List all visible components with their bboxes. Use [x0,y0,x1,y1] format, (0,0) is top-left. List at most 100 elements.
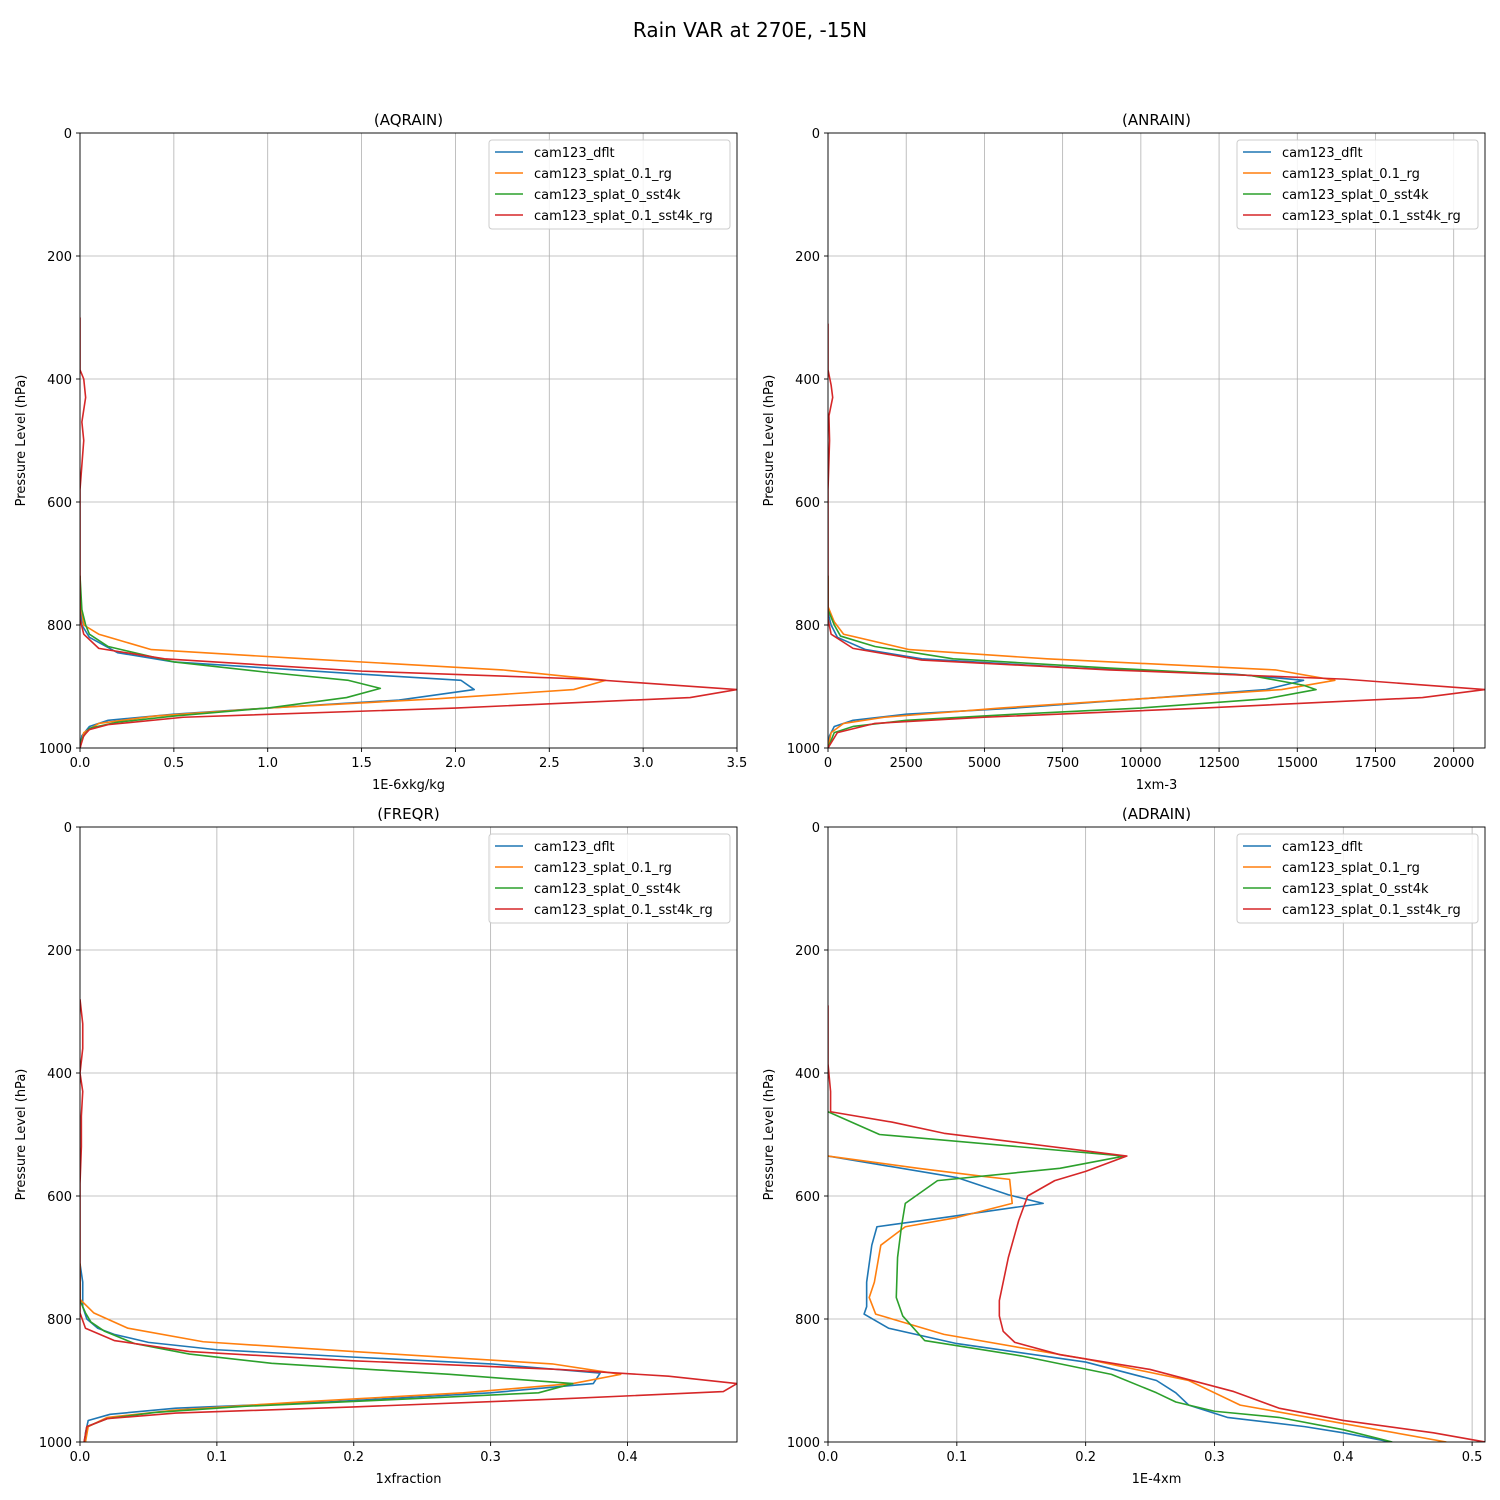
axes-frame [79,826,738,1443]
y-tick-label: 800 [795,1313,820,1328]
x-tick-label: 0.1 [207,1450,228,1465]
x-tick-label: 17500 [1355,756,1396,771]
y-tick-label: 0 [812,821,820,836]
y-tick-label: 800 [47,619,72,634]
legend-label-cam123-dflt: cam123_dflt [534,146,615,161]
series-line-cam123-dflt [80,1263,601,1442]
series-line-cam123-splat-0-1-sst4k-rg [828,323,1485,748]
axes-frame [827,826,1486,1443]
x-tick-label: 0.3 [1204,1450,1225,1465]
y-axis-label: Pressure Level (hPa) [762,375,777,507]
y-tick-label: 600 [795,1190,820,1205]
y-tick-label: 0 [64,127,72,142]
series-line-cam123-dflt [828,1155,1392,1442]
legend: cam123_dflt cam123_splat_0.1_rg cam123_spl… [1236,833,1479,924]
x-tick-label: 2.0 [445,756,466,771]
legend-label-cam123-dflt: cam123_dflt [1282,840,1363,855]
x-tick-label: 1.5 [351,756,372,771]
series-line-cam123-splat-0-sst4k [80,1263,574,1442]
x-axis-label: 1E-6xkg/kg [372,778,445,793]
legend-box [488,139,731,230]
series-group [80,999,737,1442]
series-group [828,1005,1485,1442]
y-tick-label: 1000 [787,1436,820,1451]
legend-label-cam123-splat-0-sst4k: cam123_splat_0_sst4k [534,188,681,203]
legend: cam123_dflt cam123_splat_0.1_rg cam123_spl… [488,139,731,230]
y-tick-label: 600 [47,1190,72,1205]
x-axis-label: 1xfraction [376,1472,442,1487]
y-tick-label: 1000 [787,742,820,757]
series-group [828,323,1485,748]
y-tick-label: 0 [812,127,820,142]
axes-frame [827,132,1486,749]
panel-title: (ANRAIN) [1122,111,1191,129]
y-axis-label: Pressure Level (hPa) [762,1069,777,1201]
legend-label-cam123-splat-0-1-rg: cam123_splat_0.1_rg [1282,861,1420,876]
x-tick-label: 3.0 [633,756,654,771]
x-axis-label: 1E-4xm [1132,1472,1182,1487]
y-tick-label: 200 [795,250,820,265]
x-tick-label: 0 [824,756,832,771]
series-line-cam123-splat-0-1-sst4k-rg [80,317,737,748]
legend-box [488,833,731,924]
x-tick-label: 1.0 [257,756,278,771]
legend-box [1236,833,1479,924]
panel-title: (FREQR) [377,805,439,823]
legend-label-cam123-splat-0-1-sst4k-rg: cam123_splat_0.1_sst4k_rg [1282,903,1461,918]
y-tick-label: 400 [47,1067,72,1082]
legend-label-cam123-splat-0-1-rg: cam123_splat_0.1_rg [534,861,672,876]
series-line-cam123-splat-0-sst4k [828,1111,1393,1442]
x-tick-label: 7500 [1046,756,1079,771]
y-tick-label: 0 [64,821,72,836]
panel-freqr: 0.0 0.1 0.2 0.3 0.4 0 200 400 600 800 1000 (FREQR) 1… [14,805,738,1487]
y-tick-label: 800 [47,1313,72,1328]
panel-adrain: 0.0 0.1 0.2 0.3 0.4 0.5 0 200 400 600 800 1000 (ADRA… [762,805,1486,1487]
series-line-cam123-splat-0-1-rg [80,575,607,748]
y-tick-label: 200 [47,250,72,265]
legend-label-cam123-dflt: cam123_dflt [534,840,615,855]
x-tick-label: 0.4 [617,1450,638,1465]
y-tick-label: 200 [795,944,820,959]
x-tick-label: 20000 [1433,756,1474,771]
x-tick-label: 0.2 [1075,1450,1096,1465]
series-line-cam123-splat-0-1-sst4k-rg [828,1005,1485,1442]
legend-label-cam123-splat-0-sst4k: cam123_splat_0_sst4k [534,882,681,897]
x-tick-label: 0.4 [1333,1450,1354,1465]
y-tick-label: 400 [795,373,820,388]
x-tick-label: 0.5 [164,756,185,771]
x-tick-label: 0.0 [70,1450,91,1465]
series-line-cam123-splat-0-1-rg [80,1263,622,1442]
x-tick-label: 0.3 [480,1450,501,1465]
y-tick-label: 600 [47,496,72,511]
x-tick-label: 0.0 [818,1450,839,1465]
legend: cam123_dflt cam123_splat_0.1_rg cam123_spl… [488,833,731,924]
x-tick-label: 0.1 [946,1450,967,1465]
legend: cam123_dflt cam123_splat_0.1_rg cam123_spl… [1236,139,1479,230]
legend-label-cam123-splat-0-sst4k: cam123_splat_0_sst4k [1282,882,1429,897]
x-tick-label: 0.0 [70,756,91,771]
panel-aqrain: 0.0 0.5 1.0 1.5 2.0 2.5 3.0 3.5 0 200 400 600 800 100… [14,111,747,793]
x-tick-label: 2.5 [539,756,560,771]
x-tick-label: 0.2 [343,1450,364,1465]
x-tick-label: 3.5 [727,756,748,771]
panel-anrain: 0 2500 5000 7500 10000 12500 15000 17500 20000 0 2… [762,111,1486,793]
legend-label-cam123-splat-0-sst4k: cam123_splat_0_sst4k [1282,188,1429,203]
legend-box [1236,139,1479,230]
x-axis-label: 1xm-3 [1136,778,1178,793]
x-tick-label: 12500 [1198,756,1239,771]
series-line-cam123-splat-0-1-sst4k-rg [80,999,737,1442]
x-tick-label: 5000 [968,756,1001,771]
legend-label-cam123-dflt: cam123_dflt [1282,146,1363,161]
series-line-cam123-splat-0-1-rg [828,1155,1447,1442]
series-group [80,317,737,748]
x-tick-label: 15000 [1277,756,1318,771]
y-axis-label: Pressure Level (hPa) [14,375,29,507]
legend-label-cam123-splat-0-1-rg: cam123_splat_0.1_rg [1282,167,1420,182]
y-tick-label: 800 [795,619,820,634]
panel-title: (ADRAIN) [1122,805,1191,823]
legend-label-cam123-splat-0-1-sst4k-rg: cam123_splat_0.1_sst4k_rg [534,209,713,224]
x-tick-label: 2500 [890,756,923,771]
legend-label-cam123-splat-0-1-sst4k-rg: cam123_splat_0.1_sst4k_rg [1282,209,1461,224]
legend-label-cam123-splat-0-1-sst4k-rg: cam123_splat_0.1_sst4k_rg [534,903,713,918]
